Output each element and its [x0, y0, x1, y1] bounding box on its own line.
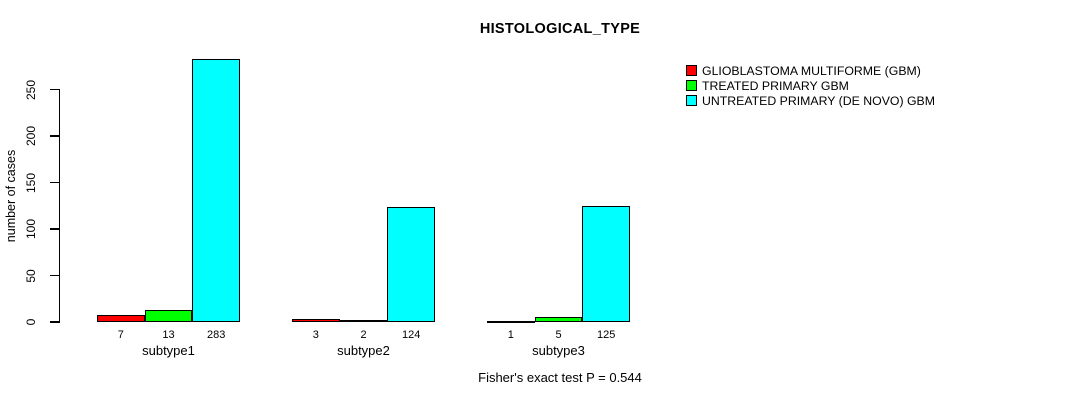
- annotation-fisher-test: Fisher's exact test P = 0.544: [478, 370, 642, 385]
- legend-item: GLIOBLASTOMA MULTIFORME (GBM): [686, 63, 921, 78]
- legend-label: TREATED PRIMARY GBM: [702, 78, 849, 93]
- legend-label: GLIOBLASTOMA MULTIFORME (GBM): [702, 63, 921, 78]
- chart-title: HISTOLOGICAL_TYPE: [479, 21, 641, 37]
- legend-item: TREATED PRIMARY GBM: [686, 78, 849, 93]
- bar-subtype1-series1: [97, 315, 145, 322]
- bar-subtype3-series3: [582, 205, 630, 322]
- bar-value-label: 5: [555, 329, 562, 341]
- bar-value-label: 3: [312, 329, 319, 341]
- bar-value-label: 125: [596, 329, 616, 341]
- bar-value-label: 2: [360, 329, 367, 341]
- y-tick: [50, 181, 60, 184]
- y-tick: [50, 135, 60, 137]
- bar-subtype2-series2: [339, 320, 388, 323]
- bar-value-label: 7: [117, 329, 124, 341]
- y-axis-line: [59, 89, 61, 323]
- bar-subtype2-series3: [387, 206, 435, 322]
- category-label-subtype1: subtype1: [142, 343, 195, 358]
- bar-value-label: 1: [507, 329, 514, 341]
- legend-swatch-icon: [686, 95, 697, 106]
- y-tick: [50, 228, 60, 230]
- category-label-subtype3: subtype3: [532, 343, 585, 358]
- bar-subtype3-series2: [534, 317, 583, 322]
- bar-subtype1-series3: [192, 58, 240, 322]
- bar-subtype1-series2: [144, 309, 193, 322]
- y-tick: [50, 274, 60, 277]
- y-tick-label: 200: [24, 125, 38, 147]
- y-axis-label: number of cases: [4, 149, 18, 243]
- bar-subtype3-series1: [487, 320, 535, 323]
- bar-subtype2-series1: [292, 319, 340, 322]
- y-tick-label: 150: [24, 172, 38, 193]
- bar-value-label: 13: [162, 329, 175, 341]
- legend-swatch-icon: [686, 65, 697, 76]
- legend-swatch-icon: [686, 80, 697, 91]
- y-tick-label: 250: [24, 79, 38, 100]
- category-label-subtype2: subtype2: [337, 343, 390, 358]
- y-tick: [50, 88, 60, 91]
- y-tick-label: 100: [24, 218, 38, 240]
- legend-item: UNTREATED PRIMARY (DE NOVO) GBM: [686, 93, 935, 108]
- y-tick-label: 0: [24, 318, 38, 326]
- bar-value-label: 124: [401, 329, 421, 341]
- bar-value-label: 283: [206, 329, 226, 341]
- y-tick-label: 50: [24, 268, 38, 283]
- legend-label: UNTREATED PRIMARY (DE NOVO) GBM: [702, 93, 935, 108]
- y-tick: [50, 321, 60, 323]
